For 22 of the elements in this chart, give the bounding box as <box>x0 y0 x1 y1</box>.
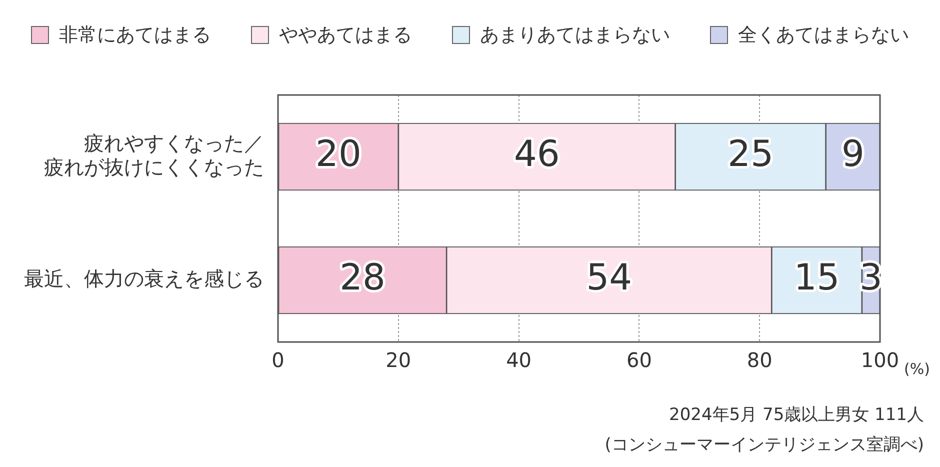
x-tick-label: 80 <box>746 348 772 372</box>
data-label: 54 <box>586 258 632 299</box>
y-tick-label: 疲れやすくなった／疲れが抜けにくくなった <box>44 130 264 179</box>
x-axis-title: (%) <box>904 360 930 378</box>
data-label: 9 <box>841 134 864 176</box>
data-label: 25 <box>728 134 774 176</box>
text: 2024年5月 75歳以上男女 111人 <box>668 404 924 427</box>
x-tick-label: 40 <box>506 348 532 372</box>
legend-label: 非常にあてはまる <box>59 23 211 48</box>
data-label: 20 <box>316 134 362 176</box>
x-tick-label: 100 <box>860 348 900 372</box>
legend-label: あまりあてはまらない <box>480 23 670 48</box>
y-tick-label: 最近、体力の衰えを感じる <box>24 266 264 290</box>
text: (コンシューマーインテリジェンス室調べ) <box>604 434 924 457</box>
data-label: 28 <box>340 258 386 299</box>
data-label: 46 <box>514 134 560 176</box>
x-tick-label: 60 <box>626 348 652 372</box>
legend-label: 全くあてはまらない <box>738 23 909 48</box>
legend-label: ややあてはまる <box>279 23 412 48</box>
x-tick-label: 20 <box>386 348 412 372</box>
data-label: 15 <box>794 258 840 299</box>
x-tick-label: 0 <box>272 348 284 372</box>
